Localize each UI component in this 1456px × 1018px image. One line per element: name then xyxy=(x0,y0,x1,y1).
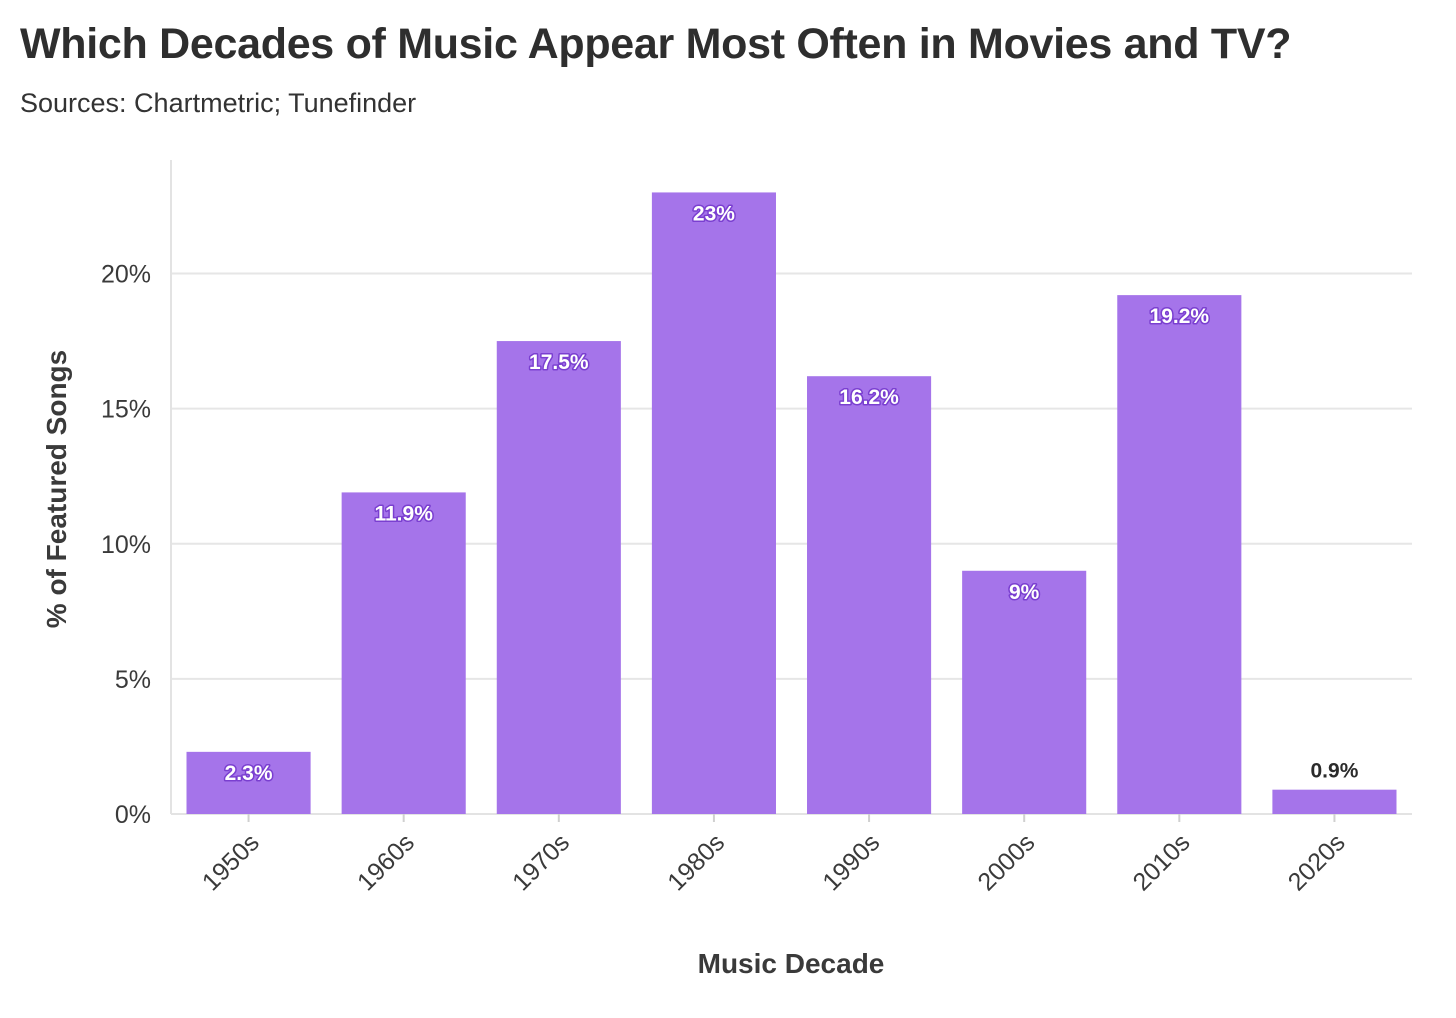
data-label: 0.9% xyxy=(1311,760,1359,783)
x-tick-label: 1960s xyxy=(352,828,420,896)
x-tick-label: 1990s xyxy=(817,828,885,896)
y-tick-label: 15% xyxy=(101,396,151,424)
y-tick-label: 10% xyxy=(101,531,151,559)
x-tick-label: 2020s xyxy=(1283,828,1351,896)
bars xyxy=(186,192,1397,814)
bar-2000s xyxy=(962,570,1087,814)
bar-1970s xyxy=(496,341,621,814)
data-label: 2.3% xyxy=(225,762,273,785)
x-axis-title: Music Decade xyxy=(698,948,885,979)
data-label: 11.9% xyxy=(374,502,433,525)
y-tick-labels: 0% 5% 10% 15% 20% xyxy=(101,261,151,829)
data-label: 19.2% xyxy=(1150,305,1210,328)
data-label: 9% xyxy=(1009,581,1040,604)
y-tick-label: 0% xyxy=(115,801,151,829)
x-tick-labels: 1950s 1960s 1970s 1980s 1990s 2000s 2010s 2020s xyxy=(197,828,1351,896)
bar-1950s xyxy=(186,751,311,814)
data-label: 23% xyxy=(693,202,735,225)
y-axis-title: % of Featured Songs xyxy=(41,350,72,628)
x-tick-label: 1980s xyxy=(662,828,730,896)
x-tick-label: 2010s xyxy=(1128,828,1196,896)
x-tick-label: 1970s xyxy=(507,828,575,896)
bar-1960s xyxy=(341,492,466,814)
bar-1980s xyxy=(651,192,776,814)
x-tick-label: 1950s xyxy=(197,828,265,896)
y-tick-label: 5% xyxy=(115,666,151,694)
x-tick-label: 2000s xyxy=(972,828,1040,896)
data-label: 16.2% xyxy=(839,386,899,409)
bar-1990s xyxy=(807,376,932,814)
data-label: 17.5% xyxy=(529,351,589,374)
y-tick-label: 20% xyxy=(101,261,151,289)
chart-title: Which Decades of Music Appear Most Often… xyxy=(20,20,1292,68)
bar-2010s xyxy=(1117,295,1242,814)
chart-subtitle: Sources: Chartmetric; Tunefinder xyxy=(20,88,417,118)
data-labels: 2.3% 11.9% 17.5% 23% 16.2% 9% 19.2% 0.9% xyxy=(223,201,1359,786)
bar-2020s xyxy=(1272,789,1397,814)
